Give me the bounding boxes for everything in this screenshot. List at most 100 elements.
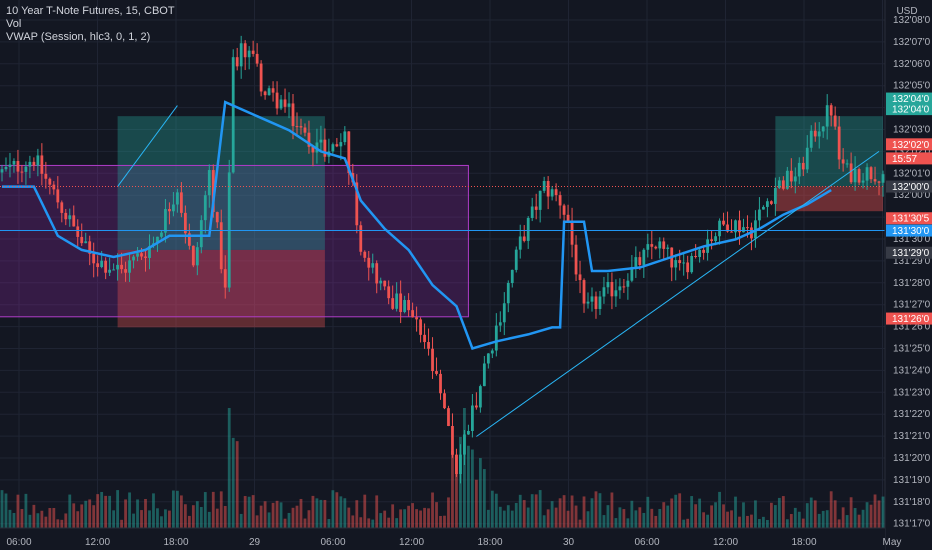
candle-body [267,88,271,96]
time-tick-label: 06:00 [6,537,31,548]
candle-body [156,236,159,244]
volume-legend[interactable]: Vol [6,18,22,30]
volume-bar [586,511,590,528]
candle-body [40,155,44,174]
candle-body [722,220,725,225]
candle-body [845,163,849,165]
volume-bar [419,510,422,528]
candle-body [231,57,235,173]
candle-body [132,256,135,261]
volume-bar [766,519,769,528]
candle-body [291,103,295,127]
candle-body [690,255,694,273]
volume-bar [514,502,518,528]
volume-bar [331,490,335,528]
volume-bar [439,515,442,528]
candle-body [403,300,407,313]
candle-body [259,63,263,92]
candle-body [271,88,275,93]
price-tag [886,138,932,151]
volume-bar [474,479,478,528]
candle-body [821,126,825,132]
candle-body [710,239,713,242]
candle-body [785,170,789,189]
candle-body [44,173,48,179]
volume-bar [467,445,470,528]
volume-bar [391,504,395,528]
candle-body [60,202,64,213]
volume-bar [542,515,546,528]
symbol-title[interactable]: 10 Year T-Note Futures, 15, CBOT [6,5,175,17]
candle-body [694,255,698,258]
volume-bar [726,511,729,528]
volume-bar [395,518,399,528]
volume-bar [853,508,857,528]
candle-body [203,195,207,221]
time-axis[interactable]: 06:00 12:00 18:00 29 06:00 12:00 18:00 30 06:00 1… [0,527,901,550]
volume-bar [849,497,853,528]
volume-bar [773,505,777,528]
volume-bar [662,502,666,528]
candle-body [223,269,227,288]
currency-label: USD [896,6,917,17]
candle-body [789,170,793,182]
volume-bar [132,513,135,528]
volume-bar [219,491,223,528]
candle-body [455,454,458,475]
volume-bar [538,490,542,528]
candle-body [164,209,167,233]
candle-body [849,163,853,183]
volume-bar [323,499,327,528]
candle-body [112,269,116,271]
price-tag-label: 132'04'0 [892,105,930,116]
volume-bar [451,451,454,528]
volume-bar [666,505,670,528]
candle-body [299,126,303,128]
candle-body [251,50,255,54]
volume-bar [411,503,414,528]
volume-bar [148,510,151,528]
volume-bar [801,518,805,528]
candle-body [207,170,211,196]
volume-bar [4,493,8,528]
price-tag-label: 132'00'0 [892,182,930,193]
volume-bar [275,500,279,528]
candle-body [275,92,279,109]
vwap-legend[interactable]: VWAP (Session, hlc3, 0, 1, 2) [6,31,151,43]
time-tick-label: 12:00 [713,537,738,548]
candle-body [339,142,343,147]
candle-body [534,206,538,210]
candle-body [726,224,729,232]
candle-body [8,164,12,167]
candle-body [363,251,367,258]
candle-body [474,405,478,408]
volume-bar [630,500,634,528]
candle-body [76,226,80,237]
volume-bar [566,510,570,528]
volume-bar [431,492,434,528]
candle-body [383,280,387,287]
candle-body [582,280,586,304]
price-tick-label: 131'29'0 [893,256,931,267]
trend-line [476,150,880,437]
volume-bar [682,519,686,528]
candle-body [415,317,418,320]
price-tick-label: 132'06'0 [893,59,931,70]
candle-body [371,263,375,268]
volume-bar [267,512,271,528]
volume-bar [283,518,287,528]
volume-bar [618,507,622,528]
volume-bar [522,500,526,528]
candle-body [176,192,179,205]
volume-bar [742,502,745,528]
candle-body [427,342,430,349]
volume-bar [482,469,486,528]
candle-body [781,180,785,189]
candle-body [283,99,287,107]
volume-bar [642,512,646,528]
candle-body [319,139,323,143]
volume-bar [383,510,387,528]
volume-bar [506,505,510,528]
